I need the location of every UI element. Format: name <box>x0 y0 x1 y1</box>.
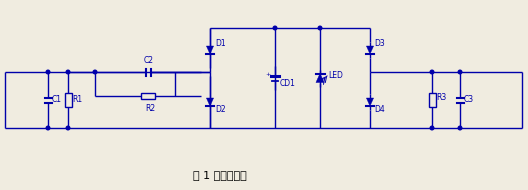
Circle shape <box>318 26 322 30</box>
Circle shape <box>430 126 434 130</box>
Polygon shape <box>316 74 324 82</box>
Bar <box>64 93 71 107</box>
Text: CD1: CD1 <box>280 78 296 88</box>
Circle shape <box>273 26 277 30</box>
Text: R1: R1 <box>72 96 82 105</box>
Text: LED: LED <box>328 71 343 81</box>
Polygon shape <box>206 46 214 54</box>
Circle shape <box>458 70 462 74</box>
Circle shape <box>430 70 434 74</box>
Polygon shape <box>366 98 374 106</box>
Text: C1: C1 <box>52 96 62 105</box>
Text: D4: D4 <box>374 105 385 113</box>
Text: R2: R2 <box>145 104 155 113</box>
Bar <box>429 93 436 107</box>
Text: 图 1 驱动线路图: 图 1 驱动线路图 <box>193 170 247 180</box>
Text: D1: D1 <box>215 40 225 48</box>
Circle shape <box>66 70 70 74</box>
Polygon shape <box>366 46 374 54</box>
Text: C3: C3 <box>464 96 474 105</box>
Text: D2: D2 <box>215 105 225 113</box>
Text: +: + <box>266 72 271 77</box>
Circle shape <box>93 70 97 74</box>
Circle shape <box>458 126 462 130</box>
Bar <box>141 93 155 99</box>
Circle shape <box>46 126 50 130</box>
Text: D3: D3 <box>374 40 385 48</box>
Circle shape <box>66 126 70 130</box>
Polygon shape <box>206 98 214 106</box>
Text: C2: C2 <box>144 56 154 65</box>
Text: R3: R3 <box>436 93 446 102</box>
Circle shape <box>46 70 50 74</box>
